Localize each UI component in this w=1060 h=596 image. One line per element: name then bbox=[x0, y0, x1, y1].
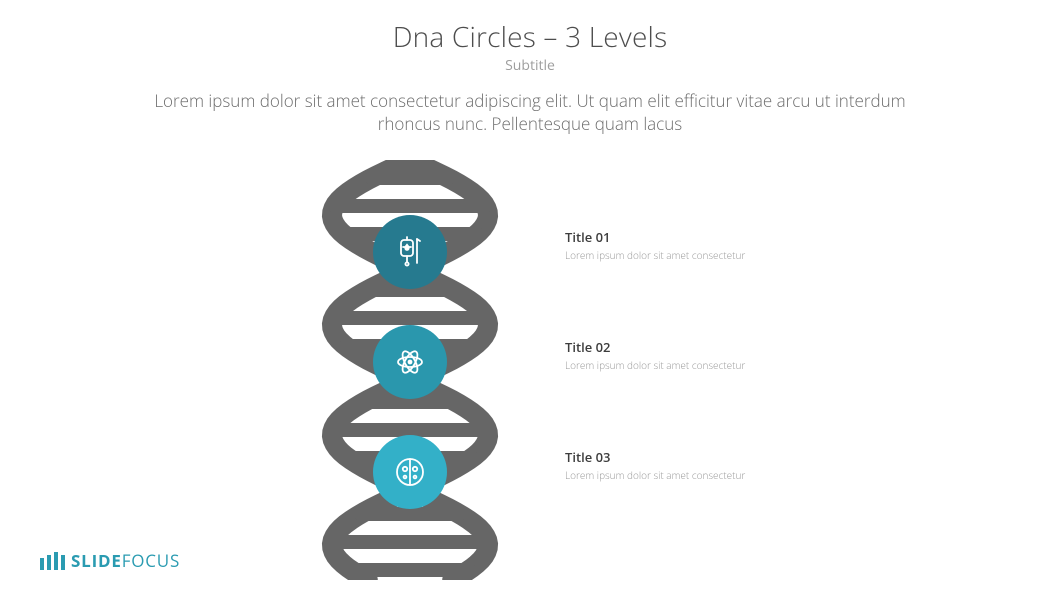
level-title: Title 03 bbox=[565, 448, 795, 466]
level-circle bbox=[373, 215, 447, 289]
page-subtitle: Subtitle bbox=[0, 56, 1060, 75]
level-circle bbox=[373, 435, 447, 509]
level-desc: Lorem ipsum dolor sit amet consectetur bbox=[565, 359, 795, 372]
level-text-block: Title 03 Lorem ipsum dolor sit amet conse… bbox=[565, 448, 795, 482]
level-title: Title 01 bbox=[565, 228, 795, 246]
brand-text-light: FOCUS bbox=[122, 549, 180, 572]
atom-icon bbox=[393, 345, 427, 379]
iv-drip-icon bbox=[393, 235, 427, 269]
brand-logo: SLIDEFOCUS bbox=[40, 549, 180, 572]
page-title: Dna Circles – 3 Levels bbox=[0, 18, 1060, 56]
slide: Dna Circles – 3 Levels Subtitle Lorem ip… bbox=[0, 0, 1060, 596]
level-text-block: Title 01 Lorem ipsum dolor sit amet conse… bbox=[565, 228, 795, 262]
level-circle bbox=[373, 325, 447, 399]
level-desc: Lorem ipsum dolor sit amet consectetur bbox=[565, 249, 795, 262]
level-text-block: Title 02 Lorem ipsum dolor sit amet conse… bbox=[565, 338, 795, 372]
brand-bars-icon bbox=[40, 552, 65, 570]
brand-text: SLIDEFOCUS bbox=[71, 549, 180, 572]
level-title: Title 02 bbox=[565, 338, 795, 356]
cell-icon bbox=[393, 455, 427, 489]
brand-text-bold: SLIDE bbox=[71, 549, 122, 572]
intro-text: Lorem ipsum dolor sit amet consectetur a… bbox=[130, 90, 930, 136]
level-desc: Lorem ipsum dolor sit amet consectetur bbox=[565, 469, 795, 482]
